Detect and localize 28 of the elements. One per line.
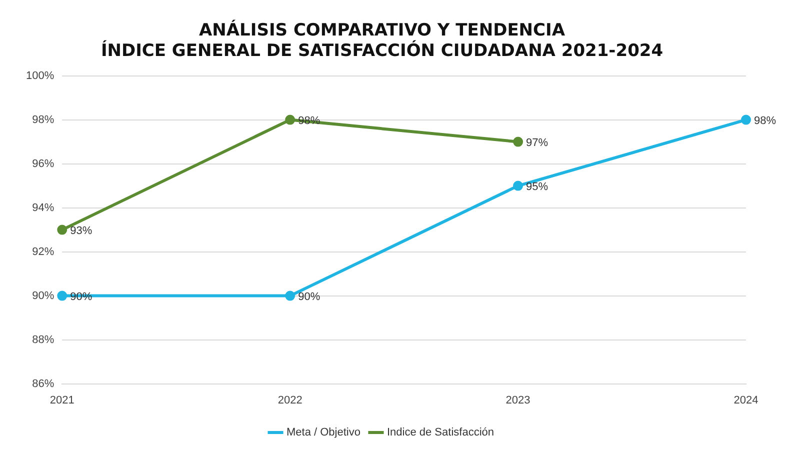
- point: [57, 290, 68, 301]
- y-tick-label: 86%: [32, 378, 54, 390]
- y-tick-label: 100%: [26, 70, 54, 82]
- x-tick-label: 2024: [734, 394, 758, 406]
- point: [57, 224, 68, 235]
- point: [285, 290, 296, 301]
- chart-title: ANÁLISIS COMPARATIVO Y TENDENCIA ÍNDICE GENERAL DE SATISFACCIÓN CIUDADANA 2021-2024: [100, 20, 664, 62]
- data-label: 98%: [754, 114, 776, 127]
- x-tick-label: 2023: [506, 394, 530, 406]
- point: [513, 136, 524, 147]
- y-tick-label: 94%: [32, 202, 54, 214]
- point: [285, 114, 296, 125]
- data-label: 95%: [526, 180, 548, 193]
- y-tick-label: 98%: [32, 114, 54, 126]
- point: [741, 114, 751, 125]
- legend-label: Indice de Satisfacción: [386, 426, 494, 439]
- x-tick-label: 2022: [278, 394, 302, 406]
- y-tick-label: 90%: [32, 290, 54, 302]
- data-label: 93%: [70, 224, 92, 237]
- y-tick-label: 96%: [32, 158, 54, 170]
- x-tick-label: 2021: [50, 394, 74, 406]
- data-label: 90%: [298, 290, 320, 303]
- data-label: 97%: [526, 136, 548, 149]
- legend-label: Meta / Objetivo: [286, 426, 360, 439]
- data-label: 90%: [70, 290, 92, 303]
- y-tick-label: 92%: [32, 246, 54, 258]
- point: [513, 180, 524, 191]
- y-tick-label: 88%: [32, 334, 54, 346]
